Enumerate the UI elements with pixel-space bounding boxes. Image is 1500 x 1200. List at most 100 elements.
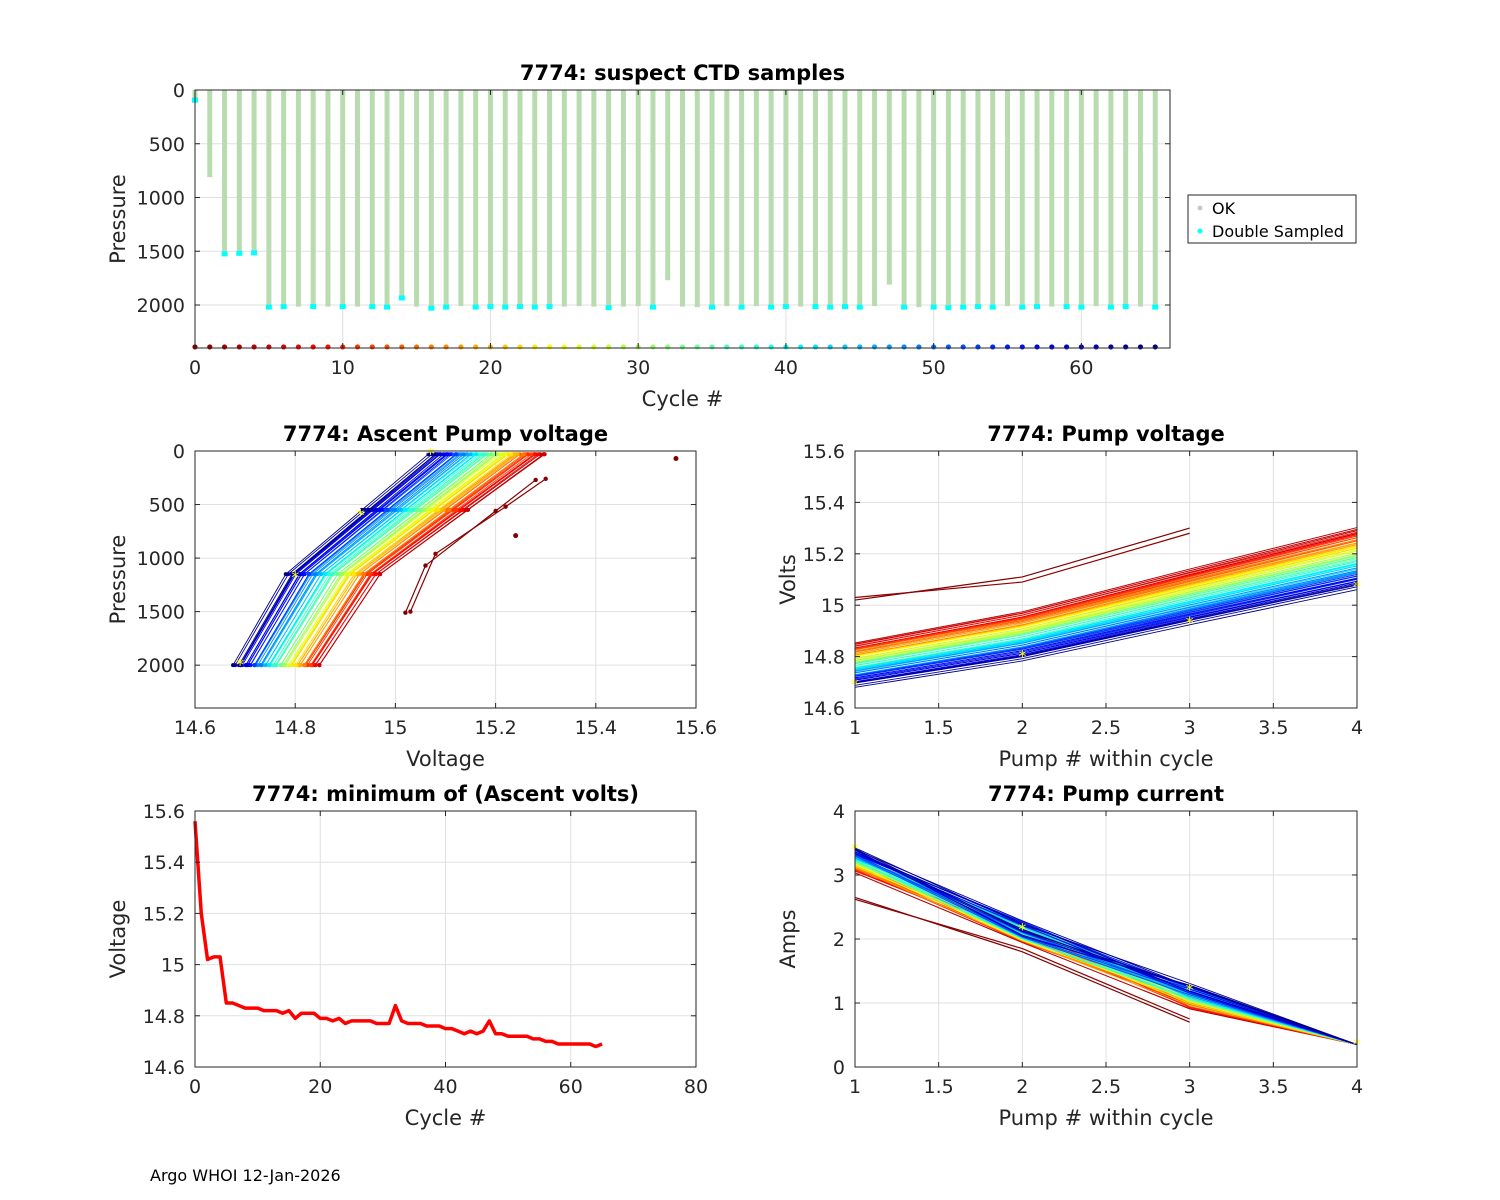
- latest-cycle-marker: *: [356, 505, 364, 524]
- plot-data: * * * *: [231, 444, 679, 674]
- ascent-outlier-point: [673, 455, 679, 461]
- chart-title: 7774: Ascent Pump voltage: [283, 422, 608, 446]
- double-sampled-marker: [856, 304, 863, 310]
- current-cycle-line: [854, 872, 1358, 1046]
- y-tick-label: 500: [149, 134, 185, 156]
- ascent-point: [267, 663, 272, 668]
- legend-ok-marker: [1197, 205, 1203, 211]
- ascent-cycle-line: [299, 453, 518, 666]
- double-sampled-marker: [472, 304, 479, 310]
- voltage-cycle-line: [854, 539, 1358, 653]
- voltage-cycle-line: [854, 550, 1358, 661]
- ascent-cycle-line: [290, 453, 506, 666]
- cycle-marker: [842, 344, 848, 350]
- ascent-point: [541, 452, 546, 457]
- y-tick-label: 3: [833, 865, 845, 887]
- y-axis-label: Pressure: [106, 174, 130, 264]
- voltage-cycle-line: [854, 537, 1358, 651]
- double-sampled-marker: [310, 304, 317, 310]
- ascent-cycle-line: [269, 453, 480, 666]
- ascent-cycle-line: [307, 453, 529, 666]
- ascent-point: [283, 572, 288, 577]
- footer-caption: Argo WHOI 12-Jan-2026: [150, 1166, 341, 1185]
- ascent-early-point: [503, 504, 508, 509]
- y-tick-label: 4: [833, 801, 845, 823]
- y-tick-label: 15.6: [143, 801, 185, 823]
- ascent-point: [335, 572, 340, 577]
- ascent-point: [461, 452, 466, 457]
- y-tick-label: 14.8: [803, 647, 845, 669]
- cycle-marker: [517, 344, 523, 350]
- cycle-marker: [871, 344, 878, 350]
- minv-chart: 0 20 40 60 80 14.6 14.8 15 15.2 15.4 15.6 7774: min…: [106, 782, 708, 1130]
- voltage-cycle-line: [854, 582, 1358, 683]
- latest-cycle-marker: *: [1018, 919, 1026, 938]
- cycle-marker: [325, 344, 331, 350]
- cycle-marker: [502, 344, 508, 350]
- suspect-chart: 0 10 20 30 40 50 60 0 500 1000 1500 2000 7774: suspe…: [106, 61, 1171, 411]
- cycle-marker: [857, 344, 863, 350]
- y-tick-label: 15: [161, 955, 185, 977]
- ascent-point: [310, 572, 315, 577]
- voltage-cycle-line: [854, 575, 1358, 677]
- ascent-cycle-line: [265, 453, 471, 666]
- latest-cycle-marker: *: [236, 655, 244, 674]
- ascent-early-point: [543, 476, 548, 482]
- cycle-marker: [665, 344, 671, 350]
- x-axis-label: Pump # within cycle: [999, 747, 1214, 771]
- current-cycle-line: [854, 851, 1358, 1046]
- x-axis-label: Voltage: [406, 747, 485, 771]
- cycle-marker: [266, 344, 272, 350]
- ascent-point: [248, 663, 253, 668]
- y-tick-label: 14.6: [803, 698, 845, 720]
- cycle-marker: [369, 344, 375, 350]
- pumpv-chart: ****1 1.5 2 2.5 3 3.5 414.614.81515.215.415.67…: [776, 422, 1363, 771]
- y-axis-label: Pressure: [106, 535, 130, 625]
- double-sampled-marker: [709, 304, 716, 310]
- ascent-cycle-line: [260, 453, 465, 666]
- ascent-point: [238, 663, 243, 668]
- voltage-cycle-line: [854, 589, 1358, 688]
- cycle-marker: [1034, 344, 1040, 350]
- cycle-marker: [251, 344, 257, 350]
- ascent-point: [338, 572, 343, 577]
- cycle-marker: [960, 344, 966, 350]
- y-tick-label: 0: [173, 80, 185, 102]
- ascent-point: [509, 452, 514, 457]
- ascent-point: [278, 663, 283, 668]
- double-sampled-marker: [339, 304, 346, 310]
- cycle-marker: [413, 344, 420, 350]
- cycle-marker: [768, 344, 774, 350]
- current-cycle-line: [854, 847, 1358, 1046]
- voltage-cycle-line: [854, 555, 1358, 664]
- voltage-cycle-line: [854, 563, 1358, 669]
- ascent-chart: * * * * 14.6 14.8 15 15.2 15.4 15.6 0 500 1000 1500 20…: [106, 422, 717, 771]
- ascent-point: [532, 452, 537, 457]
- double-sampled-marker: [1019, 304, 1026, 310]
- voltage-cycle-line: [854, 564, 1358, 670]
- double-sampled-marker: [1063, 304, 1070, 310]
- ascent-point: [361, 572, 366, 577]
- y-tick-label: 0: [833, 1057, 845, 1079]
- ascent-cycle-line: [269, 453, 477, 666]
- ascent-point: [313, 572, 318, 577]
- voltage-cycle-line: [854, 549, 1358, 659]
- ascent-early-point: [533, 477, 538, 483]
- ascent-cycle-line: [288, 453, 503, 666]
- ascent-early-point: [408, 609, 413, 614]
- ascent-cycle-line: [304, 453, 524, 666]
- ascent-early-point: [433, 551, 438, 556]
- ascent-point: [302, 663, 307, 668]
- cycle-marker: [812, 344, 819, 350]
- voltage-cycle-line: [854, 581, 1358, 683]
- cycle-marker: [546, 344, 553, 350]
- double-sampled-marker: [605, 305, 612, 311]
- ascent-point: [258, 663, 263, 668]
- ascent-point: [380, 507, 385, 512]
- ascent-point: [515, 452, 520, 457]
- ascent-point: [435, 507, 440, 512]
- voltage-cycle-line: [854, 586, 1358, 686]
- ascent-point: [460, 507, 465, 512]
- ascent-point: [421, 507, 426, 512]
- double-sampled-marker: [738, 304, 745, 310]
